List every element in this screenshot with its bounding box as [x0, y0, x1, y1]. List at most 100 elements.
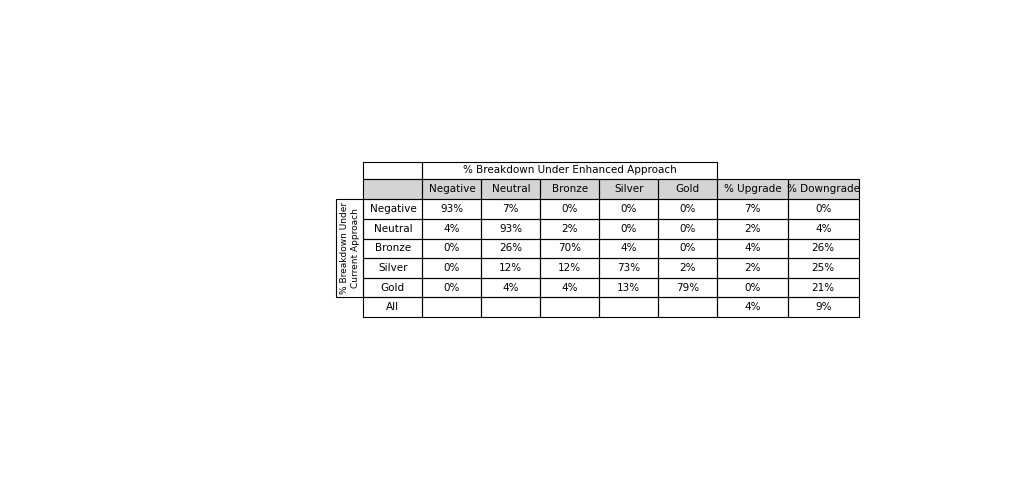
Bar	[659, 178, 717, 199]
Bar	[540, 199, 599, 219]
Bar	[363, 258, 423, 278]
Bar	[540, 278, 599, 297]
Bar	[363, 178, 423, 199]
Text: Bronze: Bronze	[552, 184, 588, 194]
Bar	[482, 239, 540, 258]
Bar	[540, 258, 599, 278]
Text: Neutral: Neutral	[492, 184, 530, 194]
Bar	[788, 239, 858, 258]
Text: Negative: Negative	[428, 184, 475, 194]
Text: 4%: 4%	[744, 244, 760, 253]
Text: 0%: 0%	[443, 282, 460, 293]
Text: Gold: Gold	[676, 184, 700, 194]
Text: 2%: 2%	[744, 263, 760, 273]
Text: 4%: 4%	[443, 224, 460, 234]
Text: Gold: Gold	[381, 282, 405, 293]
Bar	[599, 278, 659, 297]
Bar	[540, 239, 599, 258]
Bar	[540, 178, 599, 199]
Bar	[788, 258, 858, 278]
Bar	[599, 297, 659, 317]
Bar	[482, 297, 540, 317]
Text: 79%: 79%	[676, 282, 700, 293]
Bar	[788, 258, 858, 278]
Bar	[599, 239, 659, 258]
Bar	[363, 178, 423, 199]
Bar	[717, 278, 788, 297]
Text: 93%: 93%	[499, 224, 523, 234]
Bar	[423, 239, 482, 258]
Bar	[540, 258, 599, 278]
Text: Silver: Silver	[379, 263, 407, 273]
Bar	[423, 162, 717, 178]
Text: 2%: 2%	[679, 263, 696, 273]
Bar	[423, 278, 482, 297]
Bar	[363, 199, 423, 219]
Bar	[659, 199, 717, 219]
Bar	[599, 258, 659, 278]
Bar	[717, 219, 788, 239]
Bar	[423, 278, 482, 297]
Bar	[423, 219, 482, 239]
Bar	[659, 219, 717, 239]
Bar	[788, 178, 858, 199]
Text: 9%: 9%	[815, 302, 831, 312]
Bar	[599, 219, 659, 239]
Bar	[363, 297, 423, 317]
Bar	[423, 258, 482, 278]
Bar	[599, 199, 659, 219]
Bar	[363, 162, 423, 178]
Bar	[540, 297, 599, 317]
Bar	[717, 297, 788, 317]
Text: 0%: 0%	[620, 224, 637, 234]
Bar	[423, 199, 482, 219]
Text: 0%: 0%	[679, 244, 696, 253]
Text: Silver: Silver	[614, 184, 643, 194]
Text: 0%: 0%	[620, 204, 637, 214]
Bar	[659, 199, 717, 219]
Text: 4%: 4%	[744, 302, 760, 312]
Bar	[788, 219, 858, 239]
Text: 4%: 4%	[815, 224, 831, 234]
Bar	[540, 178, 599, 199]
Bar	[717, 199, 788, 219]
Bar	[788, 278, 858, 297]
Bar	[540, 199, 599, 219]
Text: % Downgrade: % Downgrade	[787, 184, 860, 194]
Bar	[423, 178, 482, 199]
Bar	[363, 278, 423, 297]
Bar	[788, 199, 858, 219]
Bar	[482, 199, 540, 219]
Text: 0%: 0%	[679, 204, 696, 214]
Bar	[599, 278, 659, 297]
Text: 26%: 26%	[812, 244, 835, 253]
Bar	[717, 239, 788, 258]
Text: % Breakdown Under Enhanced Approach: % Breakdown Under Enhanced Approach	[463, 165, 677, 175]
Bar	[717, 239, 788, 258]
Bar	[788, 219, 858, 239]
Text: 0%: 0%	[443, 244, 460, 253]
Bar	[659, 258, 717, 278]
Bar	[717, 258, 788, 278]
Bar	[423, 219, 482, 239]
Bar	[717, 297, 788, 317]
Text: % Upgrade: % Upgrade	[723, 184, 781, 194]
Text: 4%: 4%	[502, 282, 519, 293]
Text: 73%: 73%	[617, 263, 640, 273]
Bar	[363, 239, 423, 258]
Bar	[599, 258, 659, 278]
Text: 7%: 7%	[744, 204, 760, 214]
Bar	[659, 297, 717, 317]
Bar	[363, 219, 423, 239]
Bar	[599, 219, 659, 239]
Bar	[540, 297, 599, 317]
Text: 26%: 26%	[499, 244, 523, 253]
Bar	[482, 258, 540, 278]
Text: 0%: 0%	[815, 204, 831, 214]
Text: 12%: 12%	[558, 263, 581, 273]
Bar	[336, 199, 363, 297]
Bar	[659, 297, 717, 317]
Bar	[659, 219, 717, 239]
Bar	[423, 258, 482, 278]
Text: 21%: 21%	[812, 282, 835, 293]
